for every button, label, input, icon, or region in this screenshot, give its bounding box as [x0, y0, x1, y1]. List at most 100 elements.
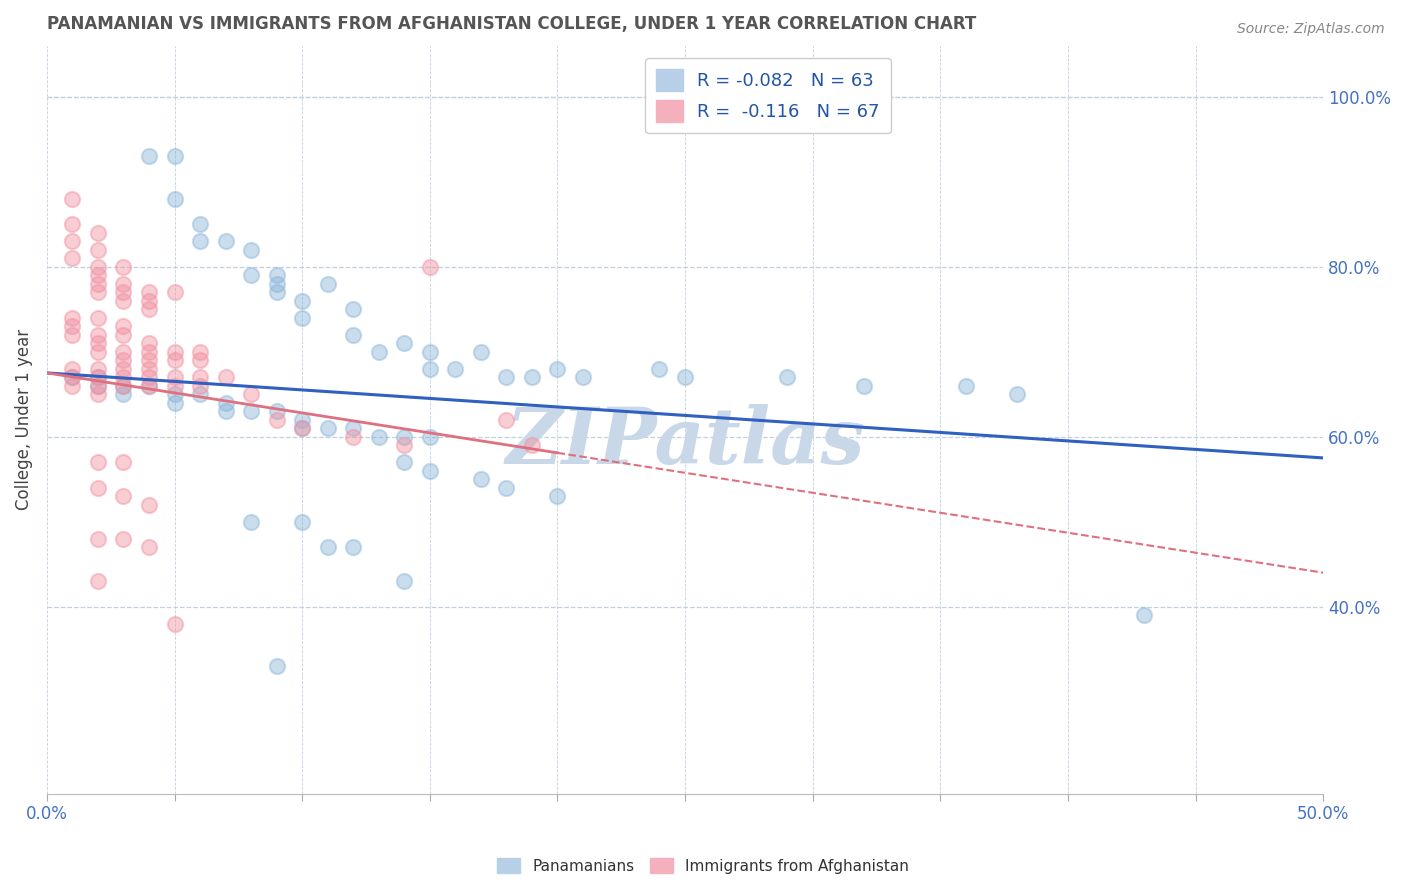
Point — [291, 515, 314, 529]
Point — [87, 378, 110, 392]
Point — [342, 421, 364, 435]
Point — [342, 327, 364, 342]
Point — [62, 319, 84, 334]
Point — [648, 361, 671, 376]
Point — [419, 361, 441, 376]
Point — [87, 268, 110, 282]
Point — [266, 285, 288, 300]
Point — [1005, 387, 1028, 401]
Point — [87, 387, 110, 401]
Point — [87, 370, 110, 384]
Text: PANAMANIAN VS IMMIGRANTS FROM AFGHANISTAN COLLEGE, UNDER 1 YEAR CORRELATION CHAR: PANAMANIAN VS IMMIGRANTS FROM AFGHANISTA… — [46, 15, 976, 33]
Point — [240, 515, 263, 529]
Text: ZIPatlas: ZIPatlas — [505, 404, 865, 481]
Point — [87, 285, 110, 300]
Point — [138, 149, 160, 163]
Point — [316, 421, 339, 435]
Point — [495, 481, 517, 495]
Point — [87, 327, 110, 342]
Point — [214, 404, 236, 418]
Point — [87, 574, 110, 589]
Point — [163, 395, 186, 409]
Point — [470, 472, 492, 486]
Point — [87, 226, 110, 240]
Point — [62, 234, 84, 248]
Point — [419, 344, 441, 359]
Legend: Panamanians, Immigrants from Afghanistan: Panamanians, Immigrants from Afghanistan — [491, 852, 915, 880]
Point — [342, 540, 364, 554]
Point — [87, 260, 110, 274]
Point — [214, 370, 236, 384]
Point — [266, 277, 288, 291]
Point — [394, 574, 416, 589]
Point — [367, 430, 389, 444]
Point — [112, 361, 135, 376]
Point — [138, 293, 160, 308]
Point — [112, 532, 135, 546]
Point — [112, 285, 135, 300]
Point — [112, 353, 135, 368]
Point — [546, 361, 568, 376]
Point — [955, 378, 977, 392]
Point — [138, 378, 160, 392]
Point — [112, 378, 135, 392]
Point — [112, 319, 135, 334]
Point — [138, 370, 160, 384]
Point — [163, 370, 186, 384]
Point — [188, 387, 211, 401]
Point — [266, 659, 288, 673]
Point — [394, 336, 416, 351]
Point — [776, 370, 799, 384]
Point — [214, 395, 236, 409]
Point — [470, 344, 492, 359]
Point — [444, 361, 467, 376]
Point — [367, 344, 389, 359]
Point — [87, 243, 110, 257]
Point — [112, 370, 135, 384]
Point — [62, 361, 84, 376]
Point — [266, 404, 288, 418]
Point — [394, 430, 416, 444]
Legend: R = -0.082   N = 63, R =  -0.116   N = 67: R = -0.082 N = 63, R = -0.116 N = 67 — [645, 59, 891, 133]
Point — [138, 353, 160, 368]
Point — [291, 421, 314, 435]
Point — [291, 421, 314, 435]
Point — [188, 217, 211, 231]
Point — [87, 532, 110, 546]
Point — [240, 243, 263, 257]
Point — [112, 277, 135, 291]
Point — [419, 260, 441, 274]
Point — [316, 277, 339, 291]
Point — [546, 489, 568, 503]
Point — [1133, 608, 1156, 623]
Point — [138, 540, 160, 554]
Point — [419, 464, 441, 478]
Text: Source: ZipAtlas.com: Source: ZipAtlas.com — [1237, 22, 1385, 37]
Point — [163, 616, 186, 631]
Point — [520, 370, 543, 384]
Point — [214, 234, 236, 248]
Point — [342, 430, 364, 444]
Point — [266, 412, 288, 426]
Point — [188, 370, 211, 384]
Point — [163, 344, 186, 359]
Point — [316, 540, 339, 554]
Point — [62, 370, 84, 384]
Point — [87, 455, 110, 469]
Point — [188, 378, 211, 392]
Point — [87, 378, 110, 392]
Point — [62, 217, 84, 231]
Point — [520, 438, 543, 452]
Point — [87, 336, 110, 351]
Y-axis label: College, Under 1 year: College, Under 1 year — [15, 329, 32, 510]
Point — [240, 404, 263, 418]
Point — [138, 336, 160, 351]
Point — [163, 378, 186, 392]
Point — [112, 378, 135, 392]
Point — [62, 370, 84, 384]
Point — [62, 378, 84, 392]
Point — [163, 192, 186, 206]
Point — [188, 344, 211, 359]
Point — [138, 498, 160, 512]
Point — [62, 327, 84, 342]
